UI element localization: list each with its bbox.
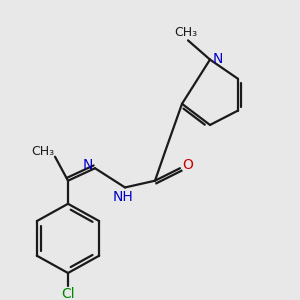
Text: Cl: Cl: [61, 287, 75, 300]
Text: N: N: [213, 52, 224, 66]
Text: NH: NH: [112, 190, 134, 204]
Text: CH₃: CH₃: [174, 26, 198, 39]
Text: CH₃: CH₃: [32, 146, 55, 158]
Text: N: N: [82, 158, 93, 172]
Text: O: O: [183, 158, 194, 172]
